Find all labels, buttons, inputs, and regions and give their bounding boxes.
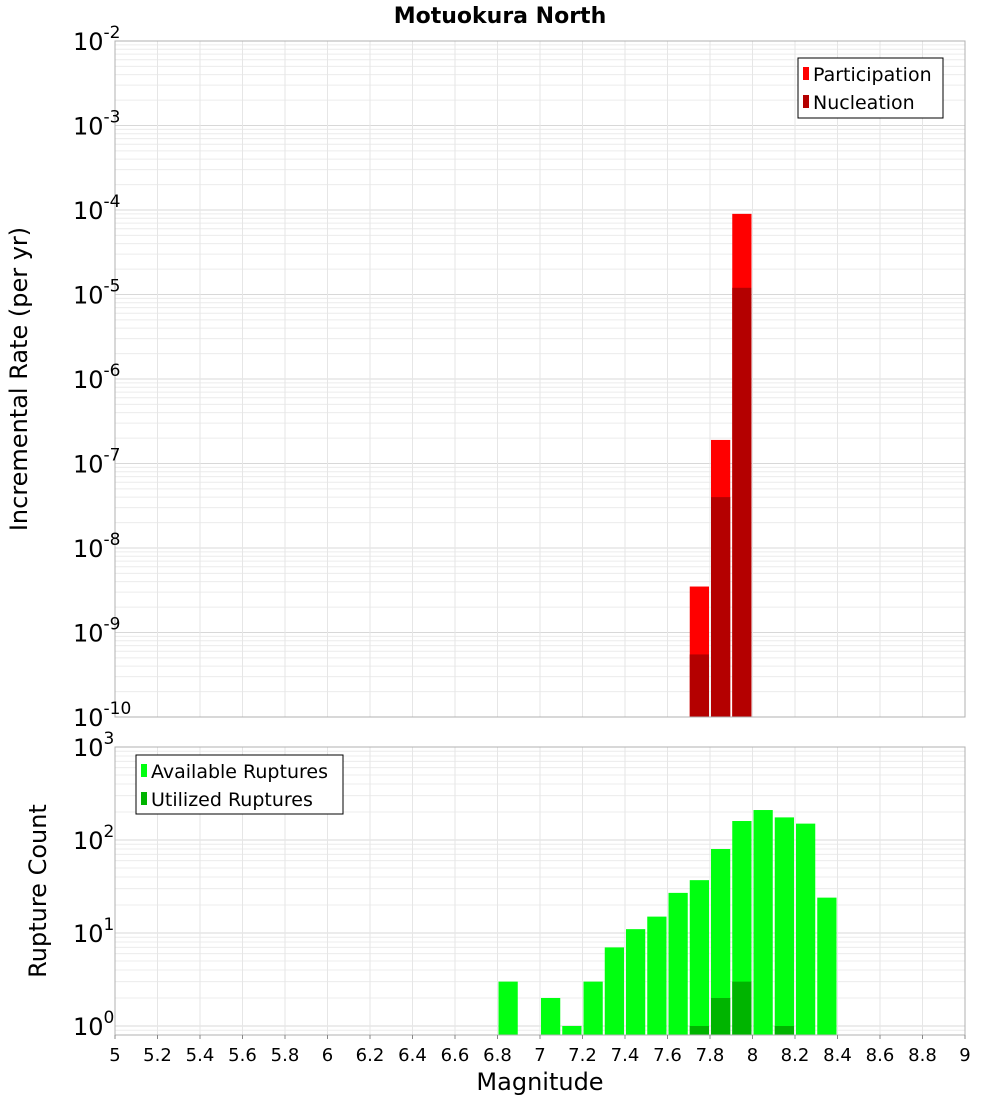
x-tick-label: 7.2: [568, 1045, 597, 1066]
y-tick-label: 103: [73, 729, 114, 762]
bar-nucleation: [732, 287, 752, 717]
bar-utilized-ruptures: [774, 1025, 794, 1035]
y-tick-label: 10-8: [73, 530, 121, 563]
legend-label: Available Ruptures: [151, 761, 328, 783]
x-tick-label: 6.2: [356, 1045, 385, 1066]
incremental-rate-panel: 10-10 10-9 10-8 10-7 10-6 10-5 10-4 10-3 10-2 In…: [5, 23, 966, 732]
bar-available-ruptures: [711, 849, 731, 1035]
chart-title: Motuokura North: [394, 4, 607, 29]
bar-nucleation: [689, 654, 709, 717]
legend-swatch: [803, 95, 809, 108]
x-tick-label: 5: [109, 1045, 120, 1066]
legend-label: Participation: [813, 64, 932, 86]
x-tick-label: 8.4: [823, 1045, 852, 1066]
x-tick-label: 5.6: [228, 1045, 257, 1066]
bar-available-ruptures: [796, 823, 816, 1035]
x-axis-label: Magnitude: [476, 1068, 603, 1096]
bar-utilized-ruptures: [732, 981, 752, 1035]
top-legend: Participation Nucleation: [797, 57, 944, 119]
x-tick-label: 5.2: [143, 1045, 172, 1066]
y-tick-label: 102: [73, 822, 114, 855]
bar-available-ruptures: [604, 947, 624, 1035]
top-plot-frame: [114, 40, 966, 718]
legend-swatch: [141, 792, 147, 805]
bottom-bars: [498, 810, 837, 1035]
bottom-legend: Available Ruptures Utilized Ruptures: [135, 754, 344, 815]
y-tick-label: 10-6: [73, 361, 121, 394]
y-tick-label: 10-9: [73, 615, 121, 648]
x-tick-label: 7.8: [696, 1045, 725, 1066]
x-tick-label: 8.8: [908, 1045, 937, 1066]
bar-available-ruptures: [817, 897, 837, 1035]
x-tick-label: 6.4: [398, 1045, 427, 1066]
bar-available-ruptures: [732, 821, 752, 1035]
bottom-y-axis-label: Rupture Count: [24, 804, 52, 978]
bar-available-ruptures: [774, 817, 794, 1035]
bar-available-ruptures: [626, 929, 646, 1035]
legend-swatch: [141, 764, 147, 777]
x-tick-labels: 5 5.2 5.4 5.6 5.8 6 6.2 6.4 6.6 6.8 7 7.2 7.4 7.6 7.8 8…: [109, 1035, 971, 1066]
y-tick-label: 10-10: [73, 699, 131, 732]
bar-nucleation: [711, 497, 731, 717]
rupture-count-panel: 100 101 102 103 5 5.2 5.4 5.6 5.8 6 6.2 6.4 6.6 6.8 7…: [24, 729, 971, 1096]
legend-swatch: [803, 67, 809, 80]
top-bars: [689, 213, 752, 717]
bar-available-ruptures: [647, 916, 667, 1035]
legend-label: Nucleation: [813, 92, 915, 114]
y-tick-label: 101: [73, 915, 114, 948]
bar-available-ruptures: [562, 1025, 582, 1035]
y-tick-label: 10-2: [73, 23, 121, 56]
x-tick-label: 8.2: [781, 1045, 810, 1066]
y-tick-label: 10-4: [73, 192, 121, 225]
x-tick-label: 7.6: [653, 1045, 682, 1066]
x-tick-label: 6.8: [483, 1045, 512, 1066]
x-tick-label: 6.6: [441, 1045, 470, 1066]
bar-available-ruptures: [668, 892, 688, 1035]
bar-available-ruptures: [583, 981, 603, 1035]
x-tick-label: 6: [322, 1045, 333, 1066]
x-tick-label: 5.4: [186, 1045, 215, 1066]
x-tick-label: 7: [534, 1045, 545, 1066]
x-tick-label: 8.6: [866, 1045, 895, 1066]
bar-available-ruptures: [689, 880, 709, 1035]
top-y-tick-labels: 10-10 10-9 10-8 10-7 10-6 10-5 10-4 10-3 10-2: [73, 23, 131, 732]
y-tick-label: 10-5: [73, 277, 121, 310]
bar-utilized-ruptures: [689, 1025, 709, 1035]
y-tick-label: 10-3: [73, 108, 121, 141]
y-tick-label: 100: [73, 1008, 114, 1041]
legend-box: [135, 754, 344, 815]
bar-available-ruptures: [541, 997, 561, 1035]
legend-label: Utilized Ruptures: [151, 789, 313, 811]
top-y-axis-label: Incremental Rate (per yr): [5, 227, 33, 531]
top-gridlines: [114, 40, 966, 718]
x-tick-label: 5.8: [271, 1045, 300, 1066]
x-tick-label: 7.4: [611, 1045, 640, 1066]
bar-utilized-ruptures: [711, 997, 731, 1035]
y-tick-label: 10-7: [73, 446, 121, 479]
bottom-y-tick-labels: 100 101 102 103: [73, 729, 114, 1041]
x-tick-label: 8: [747, 1045, 758, 1066]
x-tick-label: 9: [959, 1045, 970, 1066]
legend-box: [797, 57, 944, 119]
bar-available-ruptures: [753, 810, 773, 1035]
bar-available-ruptures: [498, 981, 518, 1035]
